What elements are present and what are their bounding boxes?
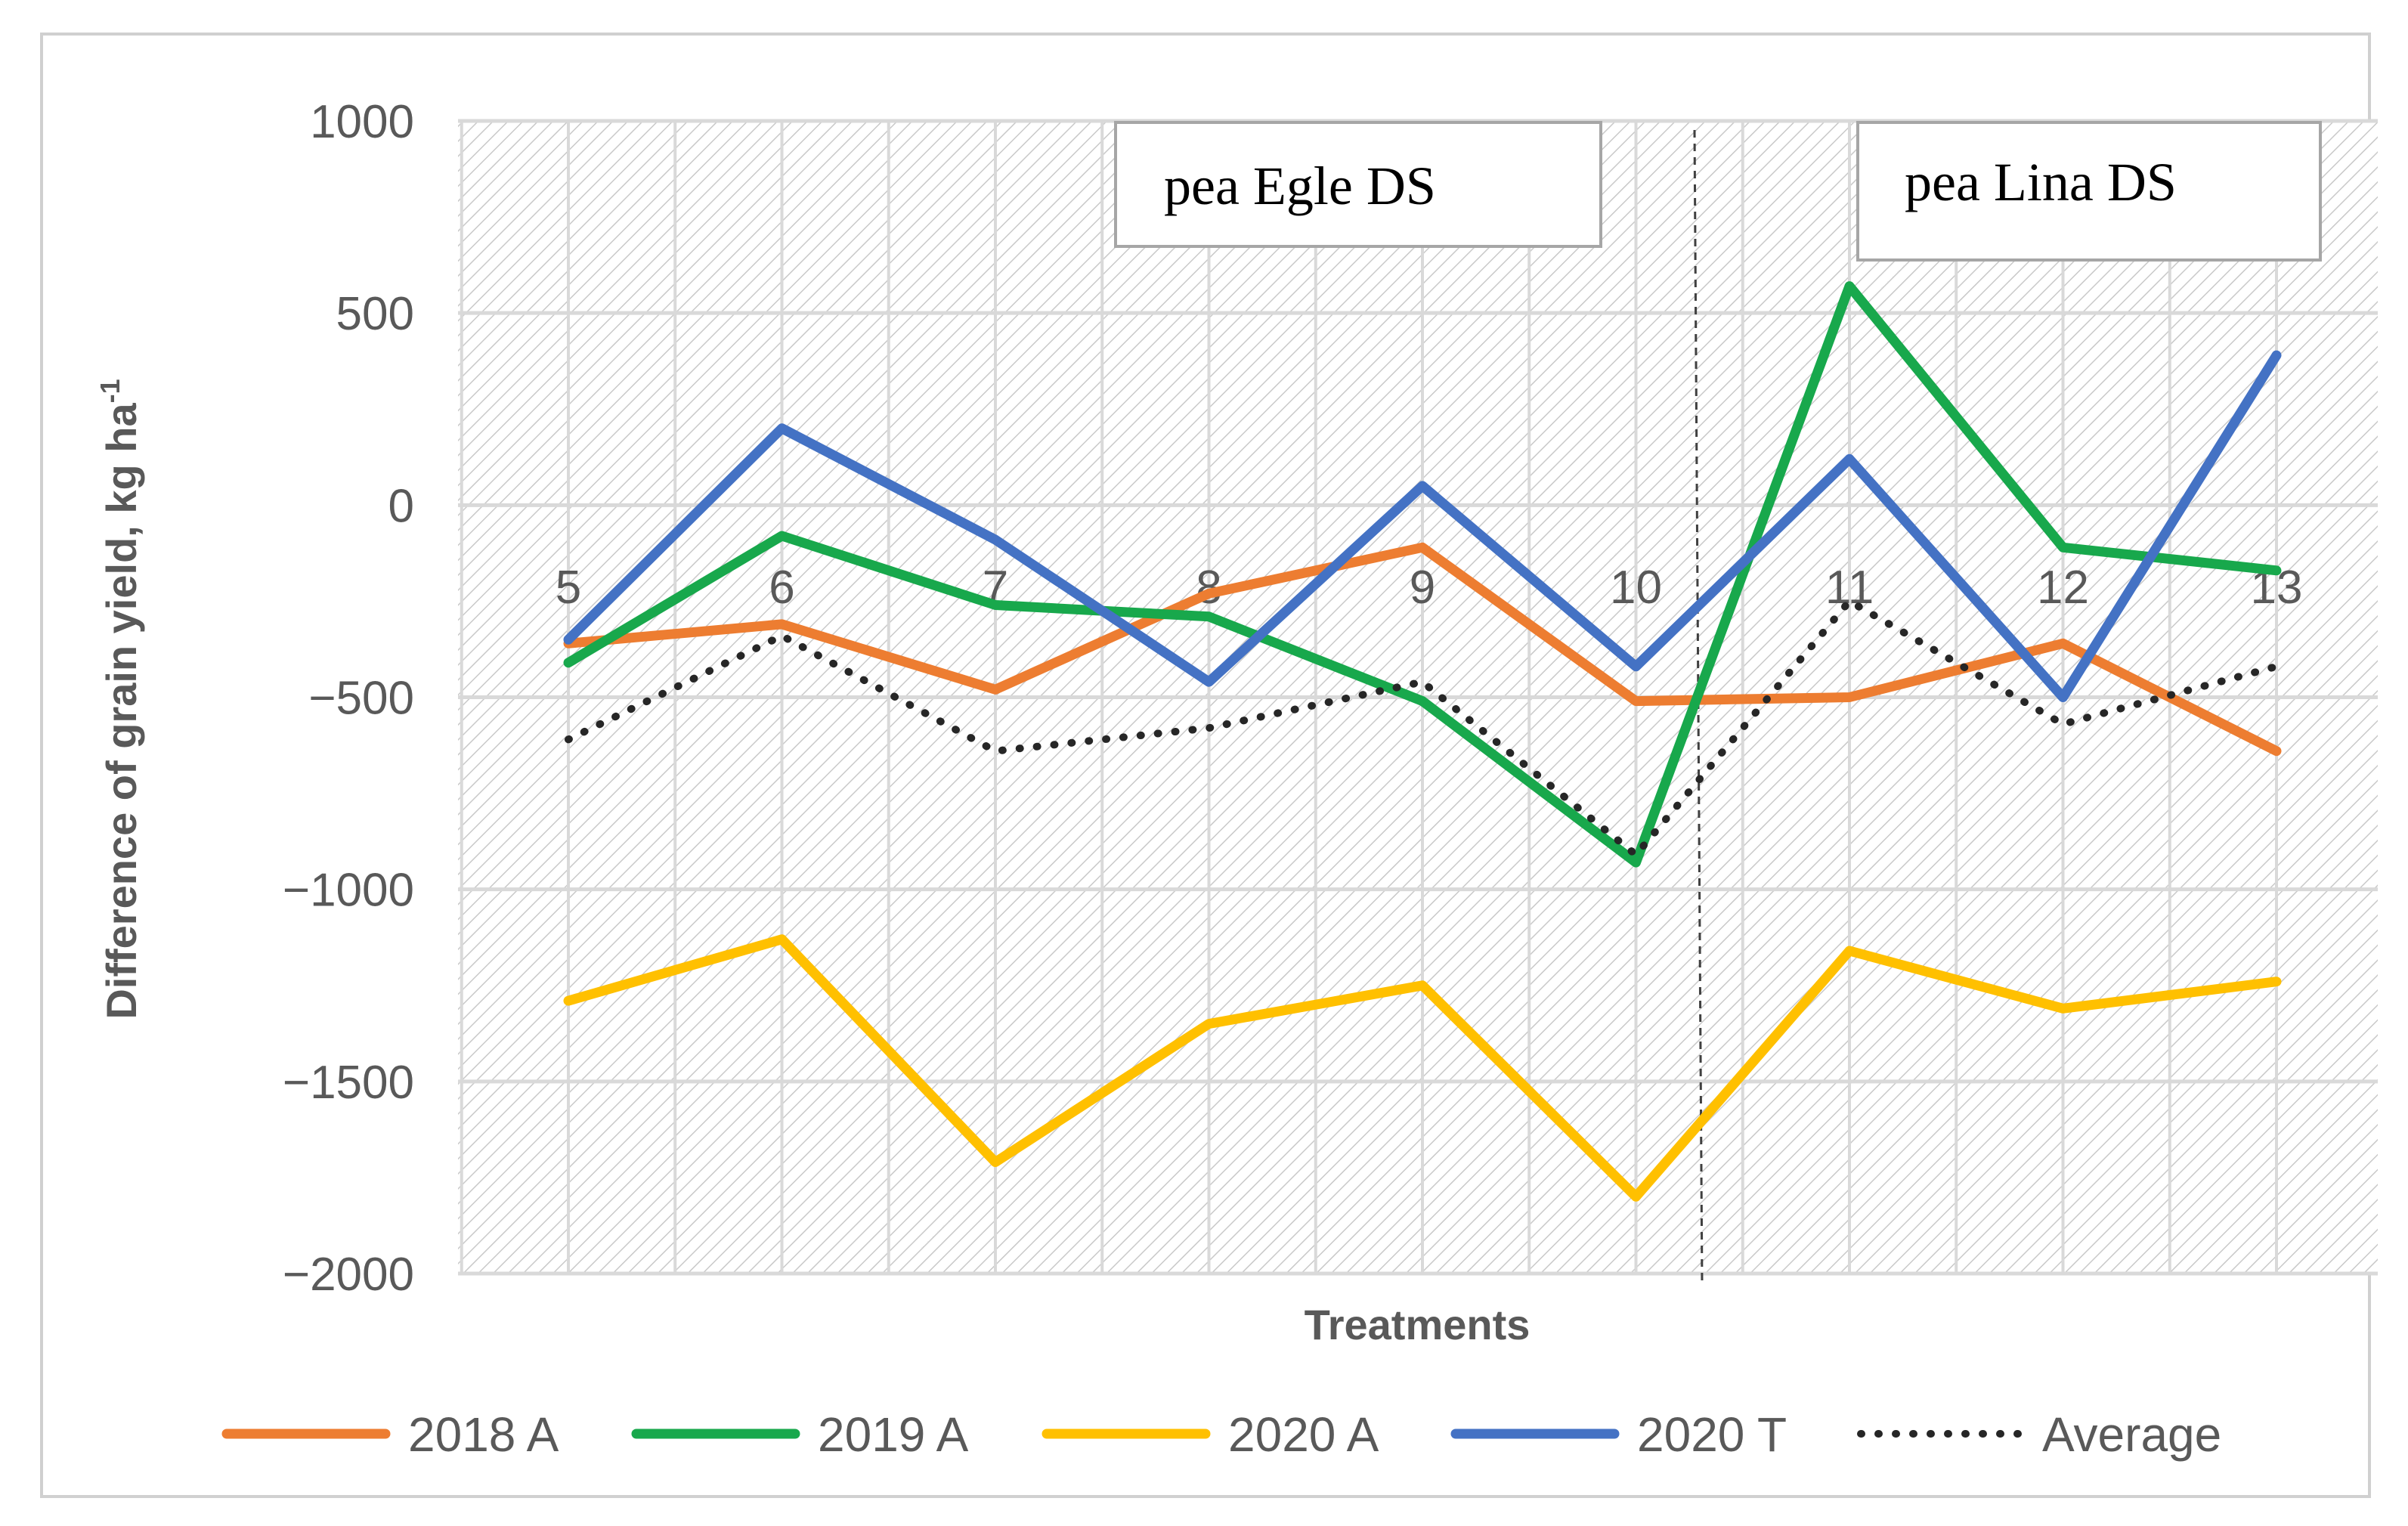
annotation-egle-box [1114,121,1602,248]
x-category-label: 11 [1825,562,1874,614]
x-axis-title: Treatments [1305,1301,1531,1348]
y-axis-title-main: Difference of grain yield, kg ha [97,403,145,1020]
y-axis-title-superscript: -1 [94,379,125,403]
y-tick-label: 1000 [310,96,414,148]
legend-label-2020-t: 2020 T [1637,1407,1787,1462]
series-line-2019-a [563,281,2282,868]
y-tick-label: −1000 [283,865,414,917]
legend-label-2018-a: 2018 A [408,1407,559,1462]
x-category-label: 6 [769,562,794,614]
x-category-label: 9 [1410,562,1435,614]
legend-label-2020-a: 2020 A [1228,1407,1379,1462]
annotation-egle: pea Egle DS [1114,121,1602,248]
x-category-label: 12 [2037,562,2089,614]
annotation-egle-text: pea Egle DS [1164,156,1436,216]
legend-label-average: Average [2042,1407,2221,1462]
annotation-lina-text: pea Lina DS [1905,152,2177,212]
x-category-label: 10 [1610,562,1662,614]
legend: 2018 A 2019 A 2020 A 2020 T Average [221,1407,2221,1462]
y-tick-label: −2000 [283,1249,414,1301]
x-category-label: 5 [556,562,581,614]
series-line-2020-a [563,934,2282,1202]
series-line-2020-t [563,350,2282,702]
series-layer [563,281,2282,1202]
series-line-average [565,597,2280,859]
legend-label-2019-a: 2019 A [818,1407,969,1462]
y-tick-label: 500 [336,288,414,340]
series-line-2018-a [563,542,2282,757]
y-axis-ticks: 1000 500 0 −500 −1000 −1500 −2000 [283,96,414,1301]
y-tick-label: −1500 [283,1057,414,1109]
annotation-lina: pea Lina DS [1856,121,2322,262]
y-axis-title: Difference of grain yield, kg ha-1 [94,379,145,1019]
annotation-lina-box [1856,121,2322,262]
y-tick-label: −500 [308,673,414,725]
y-tick-label: 0 [388,480,414,532]
